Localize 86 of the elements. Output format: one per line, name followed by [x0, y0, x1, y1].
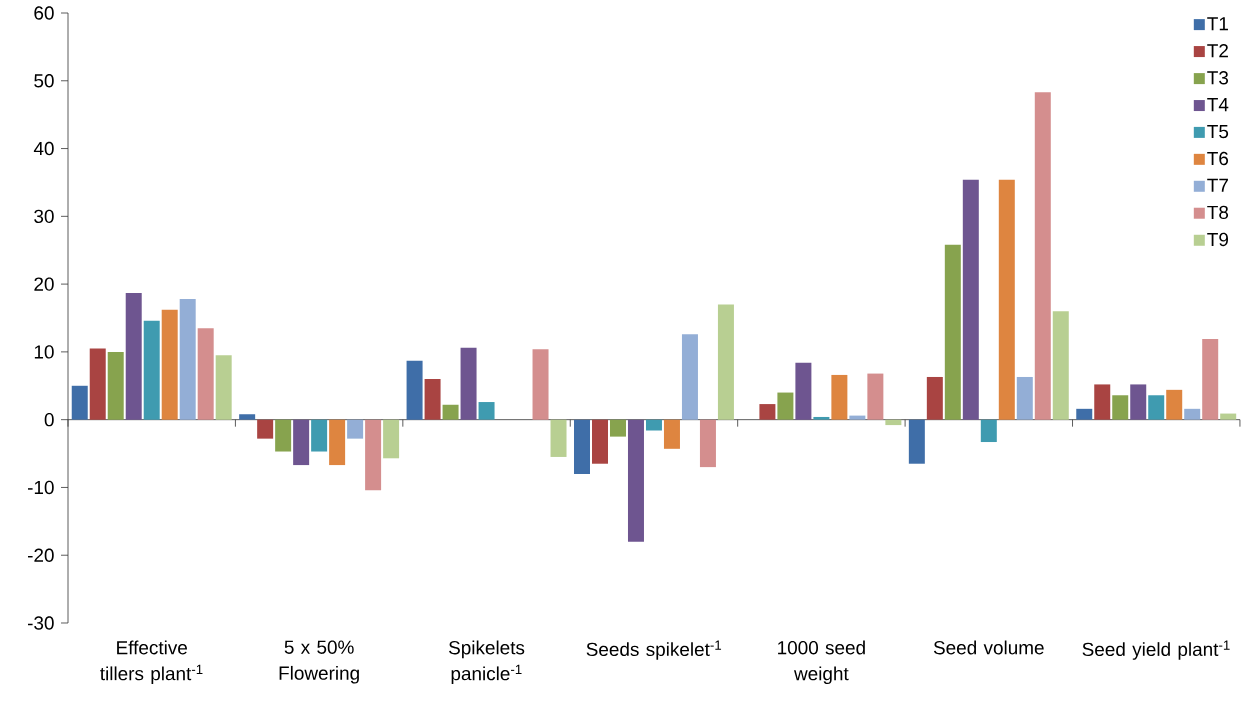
bar: [980, 419, 997, 443]
bar: [759, 404, 776, 420]
bar: [663, 419, 680, 449]
legend-label: T9: [1207, 232, 1228, 247]
x-tick-label: Spikelets panicle$^{-1}$: [449, 640, 525, 685]
legend-label: T2: [1207, 44, 1228, 58]
legend-label: T1: [1207, 17, 1228, 31]
bar: [442, 404, 459, 420]
bar: [1130, 384, 1147, 420]
bar: [1034, 92, 1051, 420]
x-tick-label: Seed volume: [933, 640, 1044, 655]
bar: [311, 419, 328, 452]
bar: [699, 419, 716, 468]
bar: [849, 415, 866, 420]
bar: [329, 419, 346, 466]
y-tick-label: -20: [27, 548, 54, 562]
bar: [275, 419, 292, 452]
bar: [125, 292, 142, 420]
bar: [885, 419, 902, 426]
bar: [645, 419, 662, 431]
bar: [347, 419, 364, 439]
x-tick-label: 5 x 50% Flowering: [279, 640, 359, 684]
legend-label: T7: [1207, 178, 1228, 192]
bar: [1112, 395, 1129, 420]
x-tick-label: Seeds spikelet$^{-1}$: [586, 640, 722, 660]
bar: [161, 309, 178, 420]
bar: [532, 349, 549, 420]
bar: [591, 419, 608, 464]
bar: [962, 179, 979, 420]
bar: [383, 419, 400, 459]
bar: [293, 419, 310, 466]
bar: [1016, 376, 1033, 420]
y-tick-label: 50: [34, 74, 54, 88]
bar: [406, 360, 423, 420]
y-tick-label: 30: [34, 209, 54, 224]
bar: [681, 334, 698, 420]
bar: [257, 419, 274, 439]
bar: [107, 351, 124, 420]
legend-label: T5: [1207, 124, 1229, 139]
legend-label: T3: [1207, 71, 1229, 85]
y-tick-label: 20: [34, 277, 54, 291]
bar: [365, 419, 382, 491]
bar: [795, 362, 812, 420]
bar: [239, 414, 256, 420]
x-tick-label: 1000 seed weight: [778, 640, 865, 685]
bar: [1094, 384, 1111, 420]
bar: [813, 416, 830, 420]
bar: [71, 385, 88, 420]
bar: [424, 379, 441, 420]
bar: [574, 419, 590, 474]
bar: [717, 304, 734, 420]
legend-label: T4: [1207, 98, 1229, 112]
y-tick-label: -30: [27, 616, 54, 630]
bar: [1202, 339, 1219, 420]
y-tick-label: -10: [27, 480, 54, 495]
bar: [197, 328, 214, 420]
bar: [179, 299, 196, 420]
bar: [831, 374, 848, 420]
y-tick-label: 40: [33, 141, 54, 156]
bar: [1166, 389, 1183, 420]
bar: [908, 419, 925, 464]
bar: [777, 392, 794, 420]
bar: [460, 347, 477, 420]
bar: [609, 419, 626, 437]
y-tick-label: 10: [34, 345, 54, 359]
y-tick-label: 60: [34, 6, 54, 20]
bar: [1220, 413, 1237, 420]
x-tick-label: Effective tillers plant$^{-1}$: [100, 640, 203, 685]
bar: [215, 355, 232, 420]
y-tick-label: 0: [44, 412, 54, 427]
bar: [944, 244, 961, 420]
bar: [143, 320, 160, 420]
bar: [478, 402, 495, 420]
bar: [1184, 408, 1201, 420]
bar: [926, 376, 943, 420]
legend-label: T6: [1207, 151, 1229, 166]
legend-label: T8: [1207, 205, 1229, 220]
bar: [1076, 408, 1093, 420]
bar: [1148, 395, 1165, 420]
bar: [867, 373, 884, 420]
x-tick-label: Seed yield plant$^{-1}$: [1082, 640, 1230, 660]
bar: [1052, 311, 1069, 420]
bar: [627, 419, 644, 542]
bar: [998, 179, 1015, 420]
bar: [550, 419, 567, 457]
bar: [89, 348, 106, 420]
